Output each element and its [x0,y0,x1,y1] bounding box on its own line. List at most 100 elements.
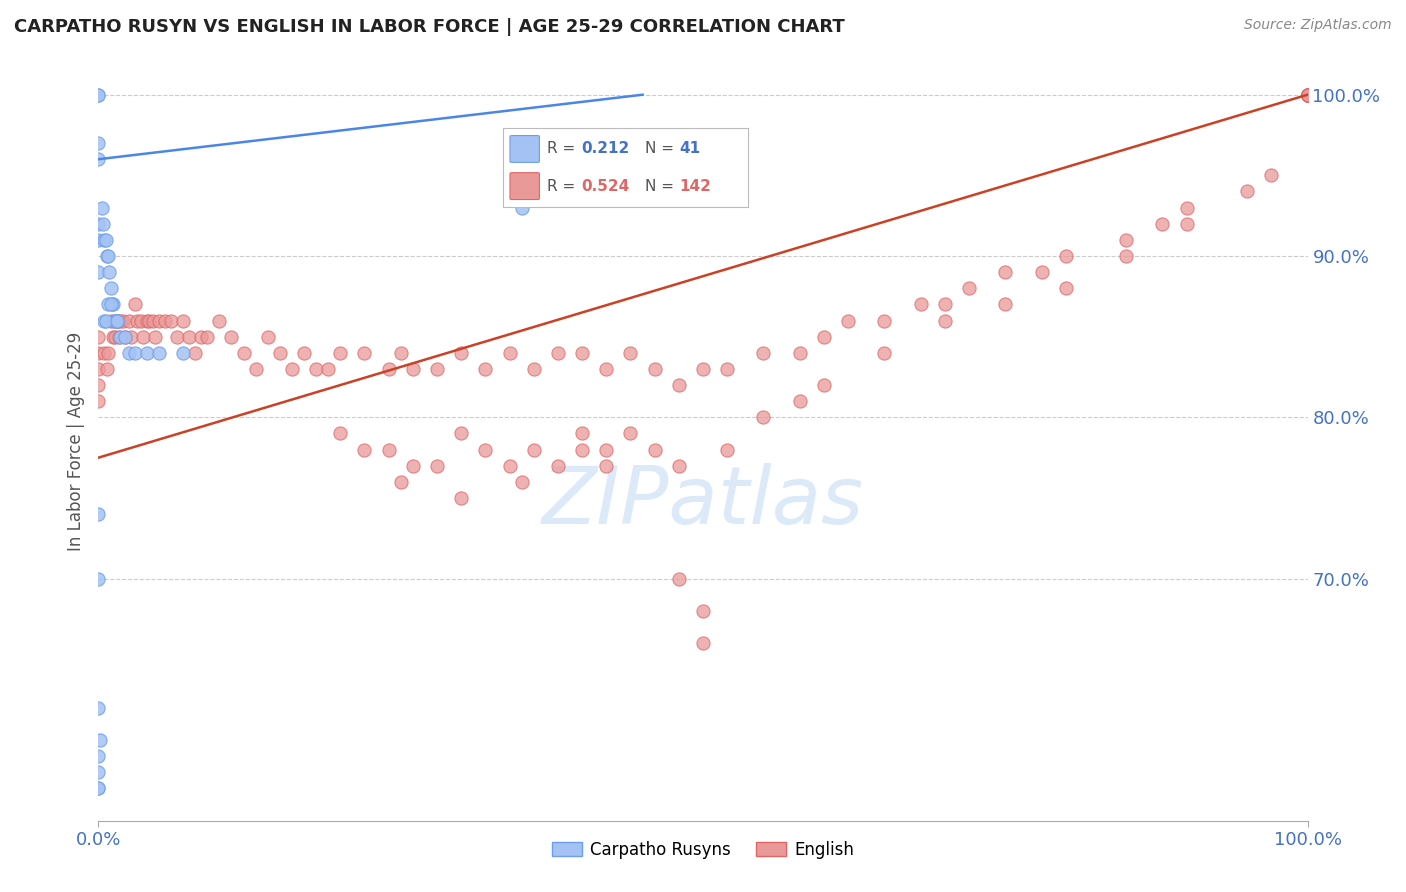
Point [692,636,714,650]
Point [644,362,666,376]
Point [87,87,110,102]
Point [190,329,212,343]
Point [1175,217,1198,231]
Point [1296,87,1319,102]
Point [98,265,121,279]
Point [1296,87,1319,102]
Point [105,313,128,327]
Point [1054,249,1077,263]
Point [87,378,110,392]
Point [87,217,110,231]
FancyBboxPatch shape [510,173,540,200]
Point [668,572,690,586]
Text: Source: ZipAtlas.com: Source: ZipAtlas.com [1244,18,1392,32]
Text: 0.524: 0.524 [581,178,630,194]
Point [377,362,399,376]
Point [281,362,304,376]
Point [179,329,201,343]
Point [93,313,115,327]
Text: ZIPatlas: ZIPatlas [541,463,865,541]
Legend: Carpatho Rusyns, English: Carpatho Rusyns, English [546,834,860,865]
Point [127,313,149,327]
Point [716,362,738,376]
Point [1296,87,1319,102]
Point [132,329,155,343]
Point [120,329,142,343]
Point [135,313,157,327]
Point [1296,87,1319,102]
Point [994,265,1017,279]
Point [1296,87,1319,102]
Point [547,458,569,473]
Point [138,313,160,327]
Point [789,346,811,360]
Point [619,346,641,360]
Point [474,362,496,376]
Point [93,346,115,360]
Text: N =: N = [645,142,679,156]
Point [111,313,134,327]
Point [256,329,278,343]
Point [1296,87,1319,102]
Point [124,297,146,311]
Point [1296,87,1319,102]
Point [148,313,170,327]
Point [232,346,254,360]
Point [813,329,835,343]
Point [101,329,124,343]
Point [118,313,141,327]
Point [96,249,118,263]
Point [402,362,425,376]
Point [934,297,956,311]
Point [498,346,520,360]
Point [87,362,110,376]
Point [1296,87,1319,102]
Point [108,329,131,343]
Point [426,458,449,473]
Point [129,313,152,327]
Point [87,265,110,279]
Point [305,362,328,376]
Point [87,87,110,102]
Point [668,458,690,473]
Point [389,346,412,360]
Point [994,297,1017,311]
Point [100,297,122,311]
Point [1054,281,1077,295]
Point [208,313,231,327]
Point [1236,185,1258,199]
Point [172,313,194,327]
Point [292,346,315,360]
Point [316,362,339,376]
Text: N =: N = [645,178,679,194]
Point [1115,249,1137,263]
Point [934,313,956,327]
Point [1296,87,1319,102]
Point [87,765,110,780]
Point [114,329,136,343]
Point [101,297,124,311]
Text: CARPATHO RUSYN VS ENGLISH IN LABOR FORCE | AGE 25-29 CORRELATION CHART: CARPATHO RUSYN VS ENGLISH IN LABOR FORCE… [14,18,845,36]
Point [353,442,375,457]
Point [1296,87,1319,102]
Point [1296,87,1319,102]
Point [1296,87,1319,102]
Point [595,458,617,473]
Point [450,346,472,360]
Point [172,346,194,360]
Point [510,475,533,489]
Point [87,394,110,409]
Point [100,313,122,327]
Point [153,313,176,327]
Point [221,329,243,343]
Point [1031,265,1053,279]
Y-axis label: In Labor Force | Age 25-29: In Labor Force | Age 25-29 [66,332,84,551]
Text: 41: 41 [679,142,700,156]
Point [87,329,110,343]
Text: 0.212: 0.212 [581,142,630,156]
Point [1296,87,1319,102]
Point [1296,87,1319,102]
Point [269,346,291,360]
Point [389,475,412,489]
Point [135,346,157,360]
